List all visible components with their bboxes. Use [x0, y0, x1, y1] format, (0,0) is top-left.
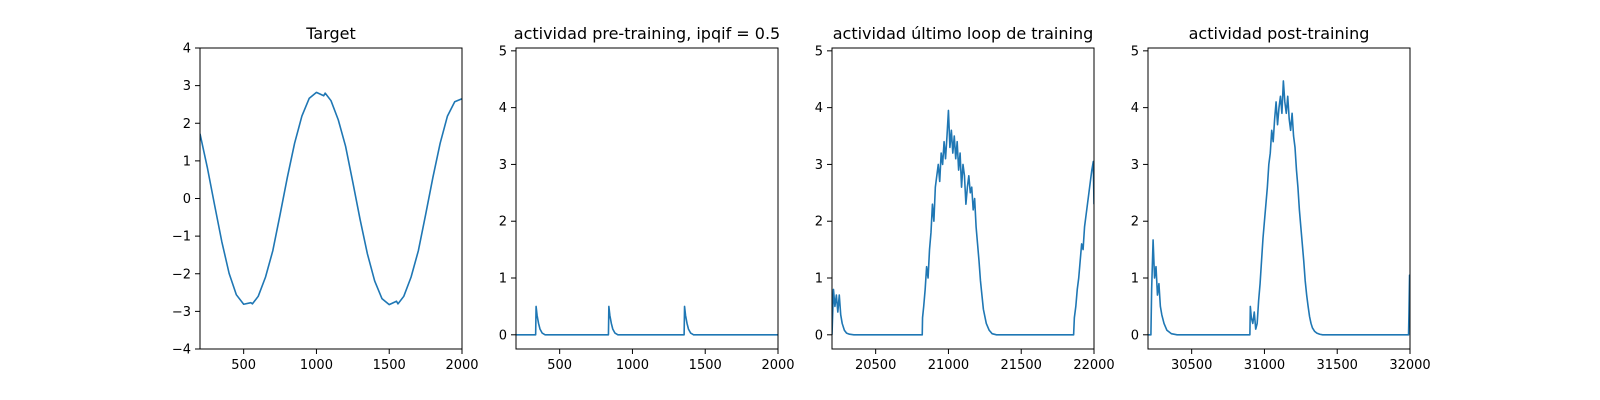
chart-title: actividad último loop de training — [833, 24, 1094, 43]
y-tick-label: 1 — [183, 154, 191, 169]
chart-panel-4: 30500 31000 31500 32000 0 1 2 3 4 5 actividad post… — [1131, 24, 1431, 373]
axes-frame — [831, 47, 1095, 350]
x-tick-label: 22000 — [1073, 358, 1114, 373]
y-tick-label: −1 — [172, 230, 191, 245]
chart-panel-2: 500 1000 1500 2000 0 1 2 3 4 5 actividad pre-train… — [499, 24, 795, 373]
y-tick-label: 1 — [815, 272, 823, 287]
y-tick-label: 0 — [815, 328, 823, 343]
y-tick-label: 2 — [183, 117, 191, 132]
chart-title: actividad pre-training, ipqif = 0.5 — [514, 24, 780, 43]
x-tick-label: 1000 — [300, 358, 333, 373]
y-tick-label: 1 — [1131, 272, 1139, 287]
x-tick-label: 31000 — [1244, 358, 1285, 373]
x-tick-label: 20500 — [855, 358, 896, 373]
x-tick-label: 1500 — [689, 358, 722, 373]
chart-panel-1: 500 1000 1500 2000 −4 −3 −2 −1 0 1 2 3 4 Target — [172, 24, 479, 373]
chart-panel-3: 20500 21000 21500 22000 0 1 2 3 4 5 actividad últi… — [815, 24, 1115, 373]
series-line-2-1 — [516, 305, 778, 336]
y-tick-label: 1 — [499, 272, 507, 287]
y-tick-label: 5 — [1131, 44, 1139, 59]
y-tick-label: −4 — [172, 343, 191, 358]
y-tick-label: 3 — [815, 158, 823, 173]
y-tick-label: 0 — [499, 328, 507, 343]
x-tick-label: 21000 — [928, 358, 969, 373]
x-tick-label: 30500 — [1171, 358, 1212, 373]
y-tick-label: 5 — [499, 44, 507, 59]
y-tick-label: 2 — [499, 215, 507, 230]
y-tick-label: 5 — [815, 44, 823, 59]
x-tick-label: 21500 — [1001, 358, 1042, 373]
x-tick-label: 1000 — [616, 358, 649, 373]
chart-title: Target — [305, 24, 356, 43]
y-tick-label: 0 — [183, 192, 191, 207]
x-tick-label: 31500 — [1317, 358, 1358, 373]
series-line-4-1 — [1148, 80, 1410, 336]
series-line-3-1 — [832, 109, 1094, 336]
y-tick-label: 3 — [499, 158, 507, 173]
y-tick-label: −3 — [172, 305, 191, 320]
y-tick-label: 3 — [1131, 158, 1139, 173]
x-tick-label: 32000 — [1389, 358, 1430, 373]
y-tick-label: 4 — [183, 42, 191, 57]
x-tick-label: 2000 — [761, 358, 794, 373]
y-tick-label: 4 — [1131, 101, 1139, 116]
series-line-1-1 — [200, 91, 462, 306]
y-tick-label: 4 — [499, 101, 507, 116]
axes-frame — [1147, 47, 1411, 350]
x-tick-label: 500 — [231, 358, 256, 373]
y-tick-label: 2 — [815, 215, 823, 230]
axes-frame — [515, 47, 779, 350]
y-tick-label: 0 — [1131, 328, 1139, 343]
y-tick-label: −2 — [172, 267, 191, 282]
y-tick-label: 4 — [815, 101, 823, 116]
y-tick-label: 3 — [183, 79, 191, 94]
x-tick-label: 2000 — [445, 358, 478, 373]
y-tick-label: 2 — [1131, 215, 1139, 230]
x-tick-label: 1500 — [373, 358, 406, 373]
chart-title: actividad post-training — [1189, 24, 1370, 43]
x-tick-label: 500 — [547, 358, 572, 373]
